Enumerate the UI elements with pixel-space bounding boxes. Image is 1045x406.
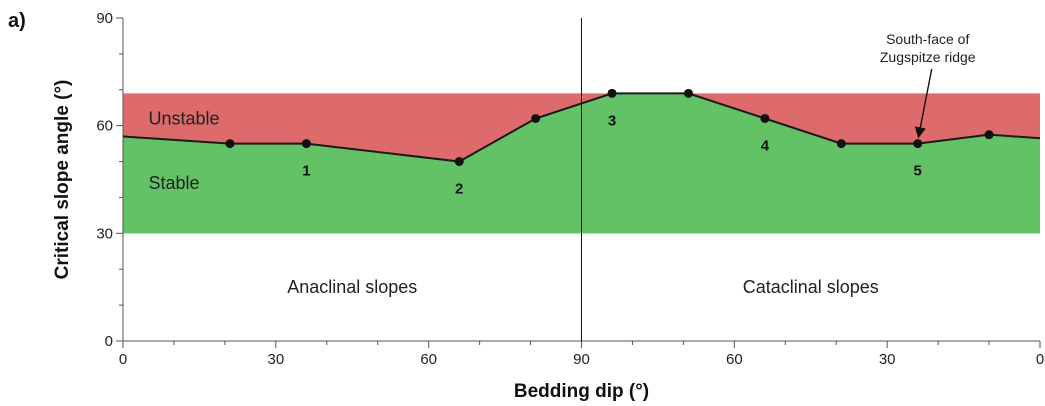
data-point	[913, 139, 923, 149]
stable-label: Stable	[148, 173, 199, 193]
curve-layer	[122, 88, 1041, 167]
critical-angle-line	[122, 92, 1041, 163]
unstable-label: Unstable	[148, 108, 219, 128]
x-axis-title: Bedding dip (°)	[514, 381, 649, 402]
x-tick-label: 0	[1036, 351, 1044, 368]
x-tick-label: 30	[267, 351, 284, 368]
x-tick-label: 30	[879, 351, 896, 368]
x-tick-label: 60	[420, 351, 437, 368]
panel-label: a)	[8, 10, 26, 32]
point-number-label: 2	[455, 181, 463, 198]
y-tick-label: 90	[96, 10, 113, 27]
axes-layer: 0 30 60 90 0 30 60 90 60 30 0	[96, 10, 1044, 368]
annotation-arrow	[914, 68, 933, 139]
data-point	[836, 139, 846, 149]
annotation-text: South-face of	[886, 31, 969, 47]
point-number-label: 1	[302, 163, 310, 180]
data-point	[683, 88, 693, 98]
point-number-label: 4	[761, 137, 770, 154]
data-point	[225, 139, 235, 149]
region-label: Cataclinal slopes	[743, 277, 879, 297]
data-point	[454, 157, 464, 167]
y-tick-label: 30	[96, 225, 113, 242]
x-tick-label: 0	[119, 351, 127, 368]
data-point	[301, 139, 311, 149]
y-axis-title: Critical slope angle (°)	[52, 80, 73, 280]
y-tick-label: 0	[105, 333, 113, 350]
data-point	[760, 113, 770, 123]
point-number-label: 3	[608, 112, 616, 129]
y-tick-label: 60	[96, 118, 113, 135]
data-point	[531, 113, 541, 123]
point-number-label: 5	[914, 163, 922, 180]
data-point	[607, 88, 617, 98]
x-tick-label: 60	[726, 351, 743, 368]
label-layer: Unstable Stable Anaclinal slopes Cataclinal…	[148, 31, 975, 297]
data-point	[984, 130, 994, 140]
region-label: Anaclinal slopes	[287, 277, 417, 297]
annotation-text: Zugspitze ridge	[880, 49, 976, 65]
x-tick-label: 90	[573, 351, 590, 368]
